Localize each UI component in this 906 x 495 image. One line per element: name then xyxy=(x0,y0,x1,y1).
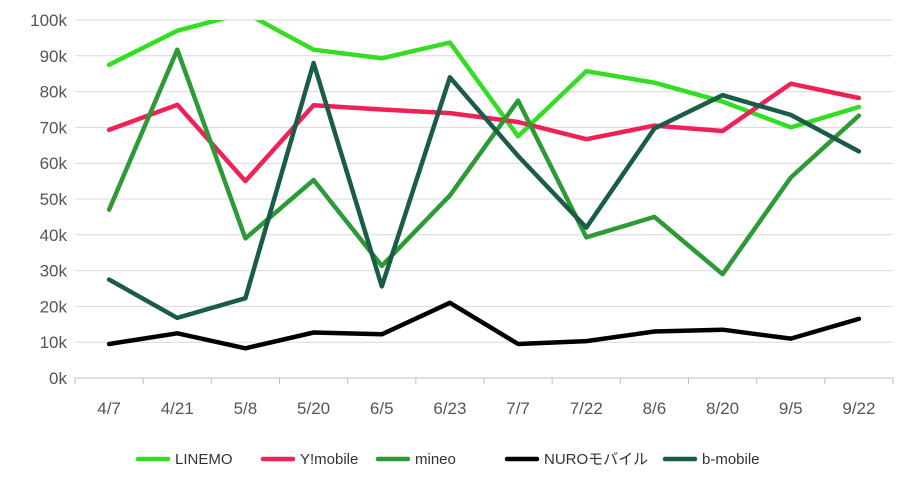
legend-label: NUROモバイル xyxy=(544,451,648,468)
y-tick-label: 90k xyxy=(40,47,68,66)
y-tick-label: 100k xyxy=(30,11,67,30)
y-tick-label: 30k xyxy=(40,262,68,281)
y-tick-label: 50k xyxy=(40,190,68,209)
y-tick-label: 80k xyxy=(40,83,68,102)
x-tick-label: 6/23 xyxy=(433,399,466,418)
y-tick-label: 60k xyxy=(40,154,68,173)
x-tick-label: 4/7 xyxy=(97,399,121,418)
x-tick-label: 8/6 xyxy=(643,399,667,418)
x-tick-label: 9/5 xyxy=(779,399,803,418)
series-line-4 xyxy=(106,300,862,351)
series-lines xyxy=(106,20,862,351)
x-tick-label: 5/20 xyxy=(297,399,330,418)
x-tick-label: 5/8 xyxy=(234,399,258,418)
y-tick-label: 20k xyxy=(40,297,68,316)
x-tick-label: 7/22 xyxy=(570,399,603,418)
y-tick-label: 0k xyxy=(49,369,67,388)
x-tick-label: 4/21 xyxy=(161,399,194,418)
x-tick-label: 6/5 xyxy=(370,399,394,418)
x-axis-ticks: 4/7 4/21 5/8 5/20 6/5 6/23 7/7 7/22 8/6 8/20 9/5 9/… xyxy=(74,378,894,418)
x-tick-label: 9/22 xyxy=(842,399,875,418)
legend-label: LINEMO xyxy=(175,451,233,468)
y-tick-label: 10k xyxy=(40,333,68,352)
series-line-5 xyxy=(106,60,862,321)
y-tick-label: 70k xyxy=(40,118,68,137)
legend-label: Y!mobile xyxy=(300,451,358,468)
y-tick-label: 40k xyxy=(40,226,68,245)
legend-label: b-mobile xyxy=(702,451,760,468)
y-axis-ticks: 0k 10k 20k 30k 40k 50k 60k 70k 80k 90k 100k xyxy=(30,11,67,388)
x-tick-label: 8/20 xyxy=(706,399,739,418)
legend: LINEMO Y!mobile mineo NUROモバイル b-mobile xyxy=(135,451,760,468)
series-line-3 xyxy=(106,47,862,277)
x-tick-label: 7/7 xyxy=(506,399,530,418)
series-line-1 xyxy=(106,20,862,139)
legend-label: mineo xyxy=(415,451,456,468)
